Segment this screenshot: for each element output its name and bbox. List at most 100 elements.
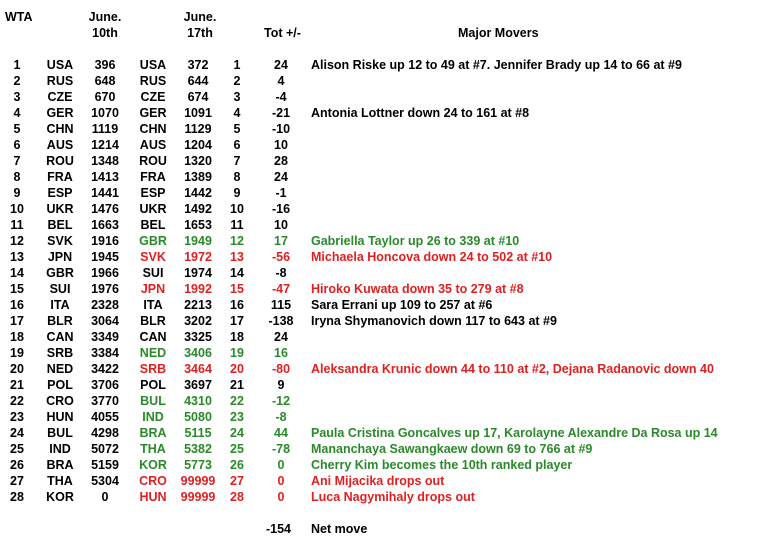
cell-c1: RUS	[46, 74, 74, 88]
header-week1-line1: June.	[88, 10, 122, 24]
cell-tot: -21	[271, 106, 291, 120]
cell-c2: UKR	[139, 202, 167, 216]
cell-tot: -16	[271, 202, 291, 216]
cell-rank: 15	[10, 282, 24, 296]
cell-rank: 26	[10, 458, 24, 472]
cell-c1: KOR	[46, 490, 74, 504]
cell-p2: 3202	[184, 314, 212, 328]
cell-rank: 16	[10, 298, 24, 312]
cell-c2: BUL	[140, 394, 166, 408]
cell-tot: -12	[271, 394, 291, 408]
cell-p2: 1091	[184, 106, 212, 120]
cell-note: Antonia Lottner down 24 to 161 at #8	[311, 106, 530, 120]
cell-p1: 1916	[91, 234, 119, 248]
cell-c1: THA	[47, 474, 73, 488]
cell-c2: ROU	[139, 154, 167, 168]
cell-p2: 644	[187, 74, 209, 88]
header-week1-line2: 10th	[92, 26, 118, 40]
cell-tot: -8	[275, 410, 287, 424]
cell-p2: 1992	[184, 282, 212, 296]
cell-c1: CZE	[47, 90, 73, 104]
cell-tot: 16	[274, 346, 288, 360]
cell-p2: 99999	[180, 490, 216, 504]
net-total: -154	[265, 522, 291, 536]
cell-p2: 3464	[184, 362, 212, 376]
cell-note: Iryna Shymanovich down 117 to 643 at #9	[311, 314, 557, 328]
cell-note: Michaela Honcova down 24 to 502 at #10	[311, 250, 553, 264]
cell-rank: 11	[10, 218, 24, 232]
cell-p2: 3697	[184, 378, 212, 392]
cell-p1: 5159	[91, 458, 119, 472]
cell-tot: -47	[271, 282, 291, 296]
cell-p2: 3406	[184, 346, 212, 360]
cell-c1: IND	[49, 442, 71, 456]
cell-r2: 15	[230, 282, 244, 296]
cell-rank: 20	[10, 362, 24, 376]
cell-p1: 1413	[91, 170, 119, 184]
cell-note: Paula Cristina Goncalves up 17, Karolayn…	[311, 426, 718, 440]
cell-rank: 4	[13, 106, 21, 120]
cell-rank: 17	[10, 314, 24, 328]
cell-tot: -56	[271, 250, 291, 264]
cell-r2: 6	[233, 138, 241, 152]
cell-r2: 5	[233, 122, 241, 136]
cell-c2: BEL	[140, 218, 166, 232]
cell-p1: 1119	[91, 122, 119, 136]
cell-rank: 25	[10, 442, 24, 456]
cell-r2: 9	[233, 186, 241, 200]
cell-tot: -8	[275, 266, 287, 280]
cell-rank: 28	[10, 490, 24, 504]
cell-note: Gabriella Taylor up 26 to 339 at #10	[311, 234, 520, 248]
cell-rank: 5	[13, 122, 21, 136]
cell-tot: 115	[270, 298, 292, 312]
cell-rank: 7	[13, 154, 21, 168]
cell-p1: 1976	[91, 282, 119, 296]
cell-tot: 17	[274, 234, 288, 248]
cell-p2: 674	[187, 90, 209, 104]
cell-c1: ROU	[46, 154, 74, 168]
cell-p1: 1945	[91, 250, 119, 264]
cell-note: Mananchaya Sawangkaew down 69 to 766 at …	[311, 442, 593, 456]
cell-c1: BEL	[47, 218, 73, 232]
cell-c2: CZE	[140, 90, 166, 104]
cell-r2: 25	[230, 442, 244, 456]
cell-r2: 27	[230, 474, 244, 488]
cell-c1: FRA	[47, 170, 73, 184]
cell-tot: 28	[274, 154, 288, 168]
cell-rank: 12	[10, 234, 24, 248]
cell-c2: GBR	[139, 234, 167, 248]
cell-note: Luca Nagymihaly drops out	[311, 490, 475, 504]
cell-p2: 1492	[184, 202, 212, 216]
cell-c1: SVK	[47, 234, 73, 248]
cell-c2: IND	[142, 410, 164, 424]
cell-p2: 1204	[184, 138, 212, 152]
cell-c2: HUN	[139, 490, 167, 504]
cell-c2: NED	[139, 346, 167, 360]
cell-r2: 8	[233, 170, 241, 184]
cell-c2: POL	[140, 378, 166, 392]
cell-c2: SRB	[139, 362, 167, 376]
cell-tot: -1	[275, 186, 287, 200]
cell-r2: 20	[230, 362, 244, 376]
cell-c2: ITA	[143, 298, 163, 312]
cell-c1: ITA	[50, 298, 70, 312]
cell-tot: 10	[274, 138, 288, 152]
cell-c1: CRO	[46, 394, 74, 408]
cell-c2: CRO	[139, 474, 167, 488]
header-tot: Tot +/-	[264, 26, 301, 40]
cell-p2: 5773	[184, 458, 212, 472]
cell-c2: BRA	[139, 426, 167, 440]
cell-r2: 2	[233, 74, 241, 88]
cell-p2: 1320	[184, 154, 212, 168]
cell-c1: AUS	[46, 138, 74, 152]
cell-r2: 19	[230, 346, 244, 360]
cell-tot: 24	[274, 58, 288, 72]
cell-r2: 7	[233, 154, 241, 168]
cell-r2: 18	[230, 330, 244, 344]
cell-tot: -78	[271, 442, 291, 456]
cell-c1: BRA	[46, 458, 74, 472]
cell-p2: 1949	[184, 234, 212, 248]
cell-rank: 19	[10, 346, 24, 360]
cell-r2: 12	[230, 234, 244, 248]
cell-p1: 1070	[91, 106, 119, 120]
